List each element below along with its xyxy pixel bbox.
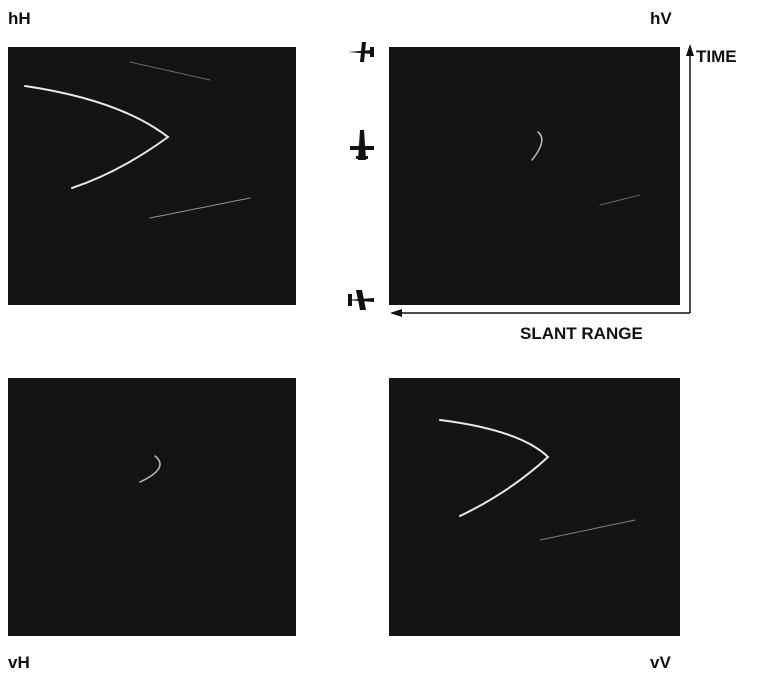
panel-vv [389, 378, 680, 636]
echo [129, 61, 211, 81]
range-label: SLANT RANGE [520, 324, 643, 343]
panel-label: hH [8, 9, 31, 28]
aircraft [346, 290, 374, 310]
echo [149, 197, 251, 219]
panel-vh [8, 378, 296, 636]
arrow-head [686, 44, 694, 56]
echo [599, 194, 641, 206]
aircraft [350, 130, 374, 160]
echo [139, 455, 161, 483]
echo [531, 131, 543, 161]
panel-hh [8, 47, 296, 305]
radar-image [8, 47, 296, 305]
echo [539, 519, 636, 541]
radar-image [389, 47, 680, 305]
panel-label: vH [8, 653, 30, 672]
time-label: TIME [696, 47, 737, 66]
echo [439, 419, 550, 517]
echo [24, 85, 170, 189]
aircraft [348, 42, 374, 62]
panel-label: vV [650, 653, 671, 672]
radar-image [8, 378, 296, 636]
panel-label: hV [650, 9, 672, 28]
panel-hv [389, 47, 680, 305]
aircraft-icons [346, 42, 374, 310]
arrow-head [390, 309, 402, 317]
radar-image [389, 378, 680, 636]
